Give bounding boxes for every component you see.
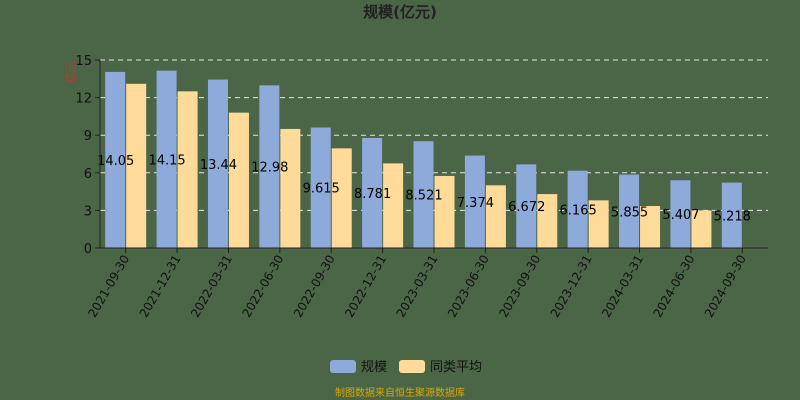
bar-peer-avg bbox=[177, 91, 198, 248]
legend-swatch bbox=[330, 360, 356, 373]
data-label: 12.98 bbox=[251, 161, 288, 176]
y-tick-label: 12 bbox=[75, 92, 92, 107]
data-label: 9.615 bbox=[303, 182, 340, 197]
data-label: 13.44 bbox=[200, 158, 237, 173]
bar-scale bbox=[105, 71, 126, 248]
data-label: 14.15 bbox=[148, 153, 185, 168]
y-tick-label: 15 bbox=[75, 54, 92, 69]
bar-peer-avg bbox=[383, 163, 404, 248]
data-label: 5.218 bbox=[714, 209, 751, 224]
bar-peer-avg bbox=[126, 83, 147, 249]
bar-scale bbox=[567, 170, 588, 248]
bar-scale bbox=[464, 155, 485, 248]
data-labels: 14.05 14.15 13.44 12.98 9.615 8.781 8.521 7.374… bbox=[97, 153, 751, 224]
bars bbox=[105, 70, 742, 249]
bar-scale bbox=[362, 137, 383, 248]
bar-scale bbox=[259, 85, 280, 248]
bar-scale bbox=[670, 180, 691, 248]
y-tick-label: 6 bbox=[84, 167, 92, 182]
data-label: 7.374 bbox=[457, 196, 494, 211]
x-tick-label: 2021-12-31 bbox=[137, 253, 184, 320]
bar-scale bbox=[156, 70, 177, 248]
bar-peer-avg bbox=[537, 194, 558, 248]
legend-label: 规模 bbox=[361, 360, 387, 375]
y-axis-unit-label: 亿元 bbox=[64, 61, 77, 83]
data-label: 6.672 bbox=[508, 200, 545, 215]
legend[interactable]: 规模 同类平均 bbox=[330, 360, 482, 375]
data-label: 6.165 bbox=[560, 203, 597, 218]
bar-scale bbox=[413, 141, 434, 248]
bar-scale bbox=[207, 79, 228, 248]
bar-peer-avg bbox=[228, 112, 249, 248]
data-label: 5.855 bbox=[611, 205, 648, 220]
chart-title: 规模(亿元) bbox=[363, 3, 437, 21]
bar-scale bbox=[619, 174, 640, 248]
bar-peer-avg bbox=[485, 185, 506, 248]
legend-swatch bbox=[399, 360, 425, 373]
bar-peer-avg bbox=[588, 200, 609, 248]
bar-scale bbox=[516, 164, 537, 248]
y-tick-label: 3 bbox=[84, 204, 92, 219]
data-label: 8.521 bbox=[405, 189, 442, 204]
data-label: 14.05 bbox=[97, 154, 134, 169]
bar-peer-avg bbox=[331, 148, 352, 248]
x-tick-label: 2021-09-30 bbox=[85, 253, 132, 320]
bar-scale bbox=[721, 182, 742, 248]
y-tick-label: 0 bbox=[84, 242, 92, 257]
legend-label: 同类平均 bbox=[430, 360, 482, 375]
bar-peer-avg bbox=[640, 206, 661, 248]
bar-scale bbox=[310, 127, 331, 248]
x-tick-label: 2023-09-30 bbox=[496, 253, 543, 320]
y-tick-label: 9 bbox=[84, 129, 92, 144]
x-tick-label: 2022-09-30 bbox=[291, 253, 338, 320]
x-tick-label: 2022-12-31 bbox=[342, 253, 389, 320]
x-tick-label: 2023-12-31 bbox=[548, 253, 595, 320]
x-tick-label: 2023-06-30 bbox=[445, 253, 492, 320]
x-tick-label: 2024-09-30 bbox=[702, 253, 749, 320]
x-tick-label: 2024-03-31 bbox=[599, 253, 646, 320]
x-tick-label: 2024-06-30 bbox=[651, 253, 698, 320]
source-note: 制图数据来自恒生聚源数据库 bbox=[335, 386, 465, 399]
bar-peer-avg bbox=[691, 210, 712, 248]
x-tick-label: 2023-03-31 bbox=[394, 253, 441, 320]
data-label: 5.407 bbox=[662, 208, 699, 223]
bar-peer-avg bbox=[280, 128, 301, 248]
x-tick-label: 2022-03-31 bbox=[188, 253, 235, 320]
data-label: 8.781 bbox=[354, 187, 391, 202]
x-tick-label: 2022-06-30 bbox=[239, 253, 286, 320]
bar-peer-avg bbox=[434, 175, 455, 248]
